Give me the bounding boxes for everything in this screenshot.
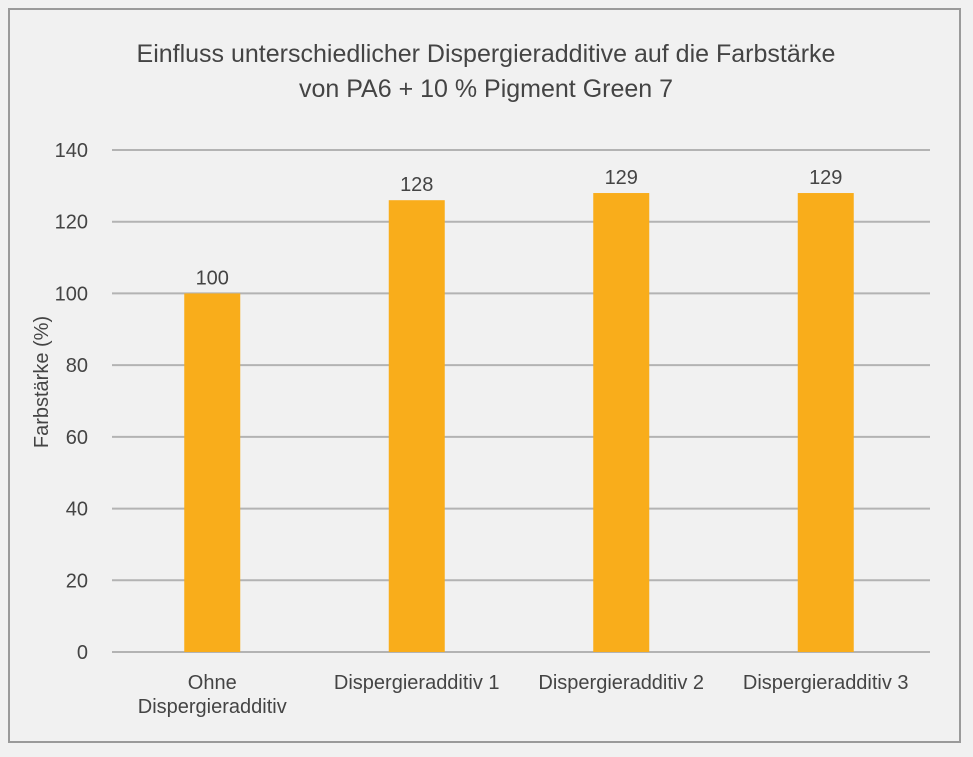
chart-title: Einfluss unterschiedlicher Dispergieradd…	[137, 40, 836, 103]
x-category-label: Dispergieradditiv 2	[538, 672, 704, 694]
bar	[797, 193, 854, 652]
y-tick-label: 140	[55, 140, 88, 162]
x-category-label: Dispergieradditiv	[138, 696, 287, 718]
chart-title-line-2: von PA6 + 10 % Pigment Green 7	[299, 75, 673, 103]
x-category-label: Dispergieradditiv 1	[334, 672, 500, 694]
bars	[184, 193, 854, 652]
y-axis-ticks: 0 20 40 60 80 100 120 140	[55, 140, 88, 664]
x-category-label: Ohne	[188, 672, 237, 694]
chart-title-line-1: Einfluss unterschiedlicher Dispergieradd…	[137, 40, 836, 68]
y-tick-label: 80	[66, 355, 88, 377]
y-tick-label: 40	[66, 499, 88, 521]
data-label: 129	[605, 167, 638, 189]
bar	[184, 293, 241, 652]
data-label: 128	[400, 174, 433, 196]
y-tick-label: 100	[55, 283, 88, 305]
data-labels: 100 128 129 129	[196, 167, 843, 289]
gridlines	[112, 149, 930, 653]
bar	[388, 200, 445, 652]
y-tick-label: 0	[77, 642, 88, 664]
data-label: 100	[196, 267, 229, 289]
bar	[593, 193, 650, 652]
y-tick-label: 120	[55, 212, 88, 234]
x-category-label: Dispergieradditiv 3	[743, 672, 909, 694]
y-tick-label: 60	[66, 427, 88, 449]
y-axis-title: Farbstärke (%)	[31, 316, 53, 448]
data-label: 129	[809, 167, 842, 189]
y-tick-label: 20	[66, 570, 88, 592]
